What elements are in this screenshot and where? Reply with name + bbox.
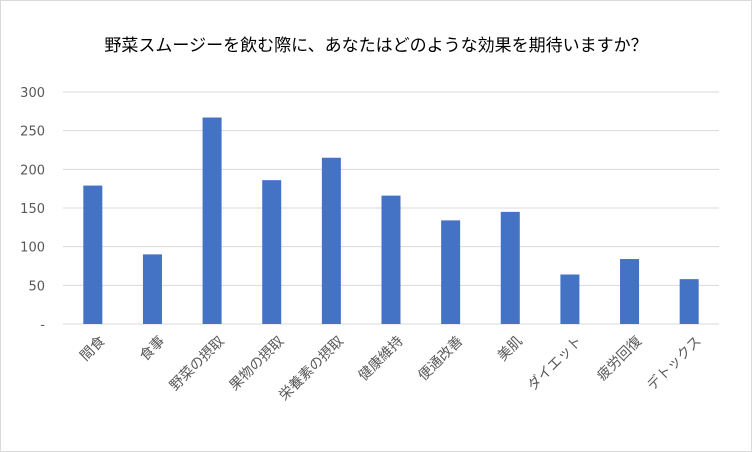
category-label: 間食 <box>77 333 109 365</box>
category-label: 食事 <box>136 333 168 365</box>
category-label: 便通改善 <box>415 333 466 384</box>
bar-1 <box>83 185 103 324</box>
chart-title: 野菜スムージーを飲む際に、あなたはどのような効果を期待いますか？ <box>104 36 648 56</box>
bar-5 <box>321 157 341 324</box>
category-label: 野菜の摂取 <box>167 333 228 394</box>
y-tick-label: 250 <box>20 125 45 140</box>
bar-2 <box>142 254 162 324</box>
y-tick-label: 150 <box>20 202 45 217</box>
category-label: 健康維持 <box>355 333 407 385</box>
category-label: 疲労回復 <box>594 333 646 385</box>
y-tick-label: - <box>40 318 45 333</box>
bar-4 <box>262 180 282 324</box>
bar-9 <box>560 274 580 324</box>
bar-7 <box>441 220 461 324</box>
y-tick-label: 200 <box>20 163 45 178</box>
y-tick-label: 100 <box>20 241 45 256</box>
category-label: デトックス <box>644 333 705 394</box>
bars <box>83 117 699 325</box>
category-labels: 間食 食事野菜の摂取果物の摂取栄養素の摂取 健康維持 便通改善 美肌ダイエット 疲労回復デ… <box>77 333 705 404</box>
y-tick-label: 300 <box>20 86 45 101</box>
y-axis-ticks: - 50 100 150 200 250 300 <box>20 86 45 333</box>
bar-3 <box>202 117 222 325</box>
bar-11 <box>679 279 699 324</box>
bar-6 <box>381 195 401 324</box>
category-label: 果物の摂取 <box>227 333 288 394</box>
y-tick-label: 50 <box>28 279 45 294</box>
category-label: ダイエット <box>525 333 586 394</box>
bar-8 <box>500 211 520 324</box>
category-label: 栄養素の摂取 <box>276 333 347 404</box>
bar-10 <box>620 259 640 324</box>
category-label: 美肌 <box>495 333 526 364</box>
